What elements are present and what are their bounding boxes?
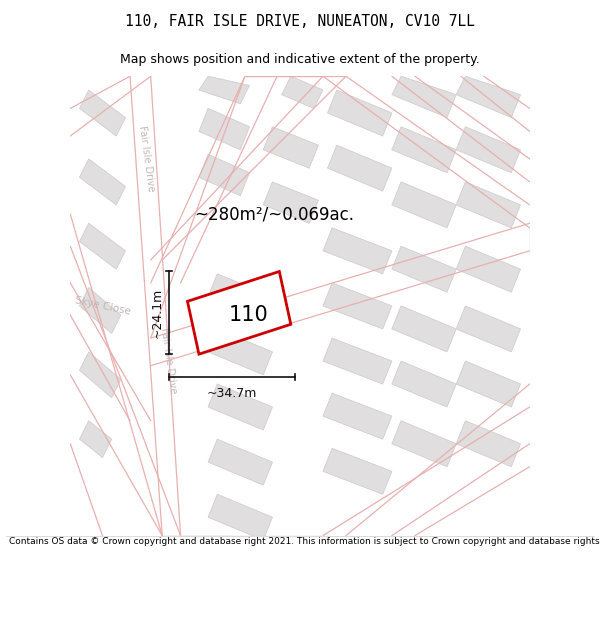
Text: Fair Isle Drive: Fair Isle Drive [160,328,179,395]
Polygon shape [323,448,392,494]
Polygon shape [456,421,521,467]
Polygon shape [456,246,521,292]
Polygon shape [199,154,250,196]
Polygon shape [208,439,272,485]
Text: ~34.7m: ~34.7m [207,388,257,400]
Polygon shape [392,246,456,292]
Text: 110: 110 [229,305,268,325]
Polygon shape [187,271,291,354]
Polygon shape [79,159,125,205]
Polygon shape [456,182,521,228]
Polygon shape [281,76,323,108]
Polygon shape [323,283,392,329]
Polygon shape [328,145,392,191]
Polygon shape [79,352,121,398]
Polygon shape [392,361,456,407]
Polygon shape [263,182,319,223]
Polygon shape [199,76,250,104]
Text: ~280m²/~0.069ac.: ~280m²/~0.069ac. [194,205,355,223]
Polygon shape [208,329,272,375]
Polygon shape [456,76,521,118]
Polygon shape [199,108,250,150]
Polygon shape [392,182,456,228]
Polygon shape [323,338,392,384]
Polygon shape [208,274,272,320]
Text: Fair Isle Drive: Fair Isle Drive [137,125,155,192]
Polygon shape [392,76,456,118]
Polygon shape [79,421,112,457]
Polygon shape [456,361,521,407]
Text: Contains OS data © Crown copyright and database right 2021. This information is : Contains OS data © Crown copyright and d… [9,538,600,546]
Polygon shape [79,90,125,136]
Polygon shape [328,90,392,136]
Text: ~24.1m: ~24.1m [151,288,164,338]
Polygon shape [263,127,319,168]
Polygon shape [323,228,392,274]
Polygon shape [456,306,521,352]
Polygon shape [208,494,272,540]
Polygon shape [208,384,272,430]
Text: 110, FAIR ISLE DRIVE, NUNEATON, CV10 7LL: 110, FAIR ISLE DRIVE, NUNEATON, CV10 7LL [125,14,475,29]
Polygon shape [392,127,456,173]
Text: Map shows position and indicative extent of the property.: Map shows position and indicative extent… [120,53,480,66]
Polygon shape [392,306,456,352]
Polygon shape [79,288,121,334]
Polygon shape [456,127,521,173]
Text: Skye Close: Skye Close [74,295,131,317]
Polygon shape [323,393,392,439]
Polygon shape [79,223,125,269]
Polygon shape [392,421,456,467]
